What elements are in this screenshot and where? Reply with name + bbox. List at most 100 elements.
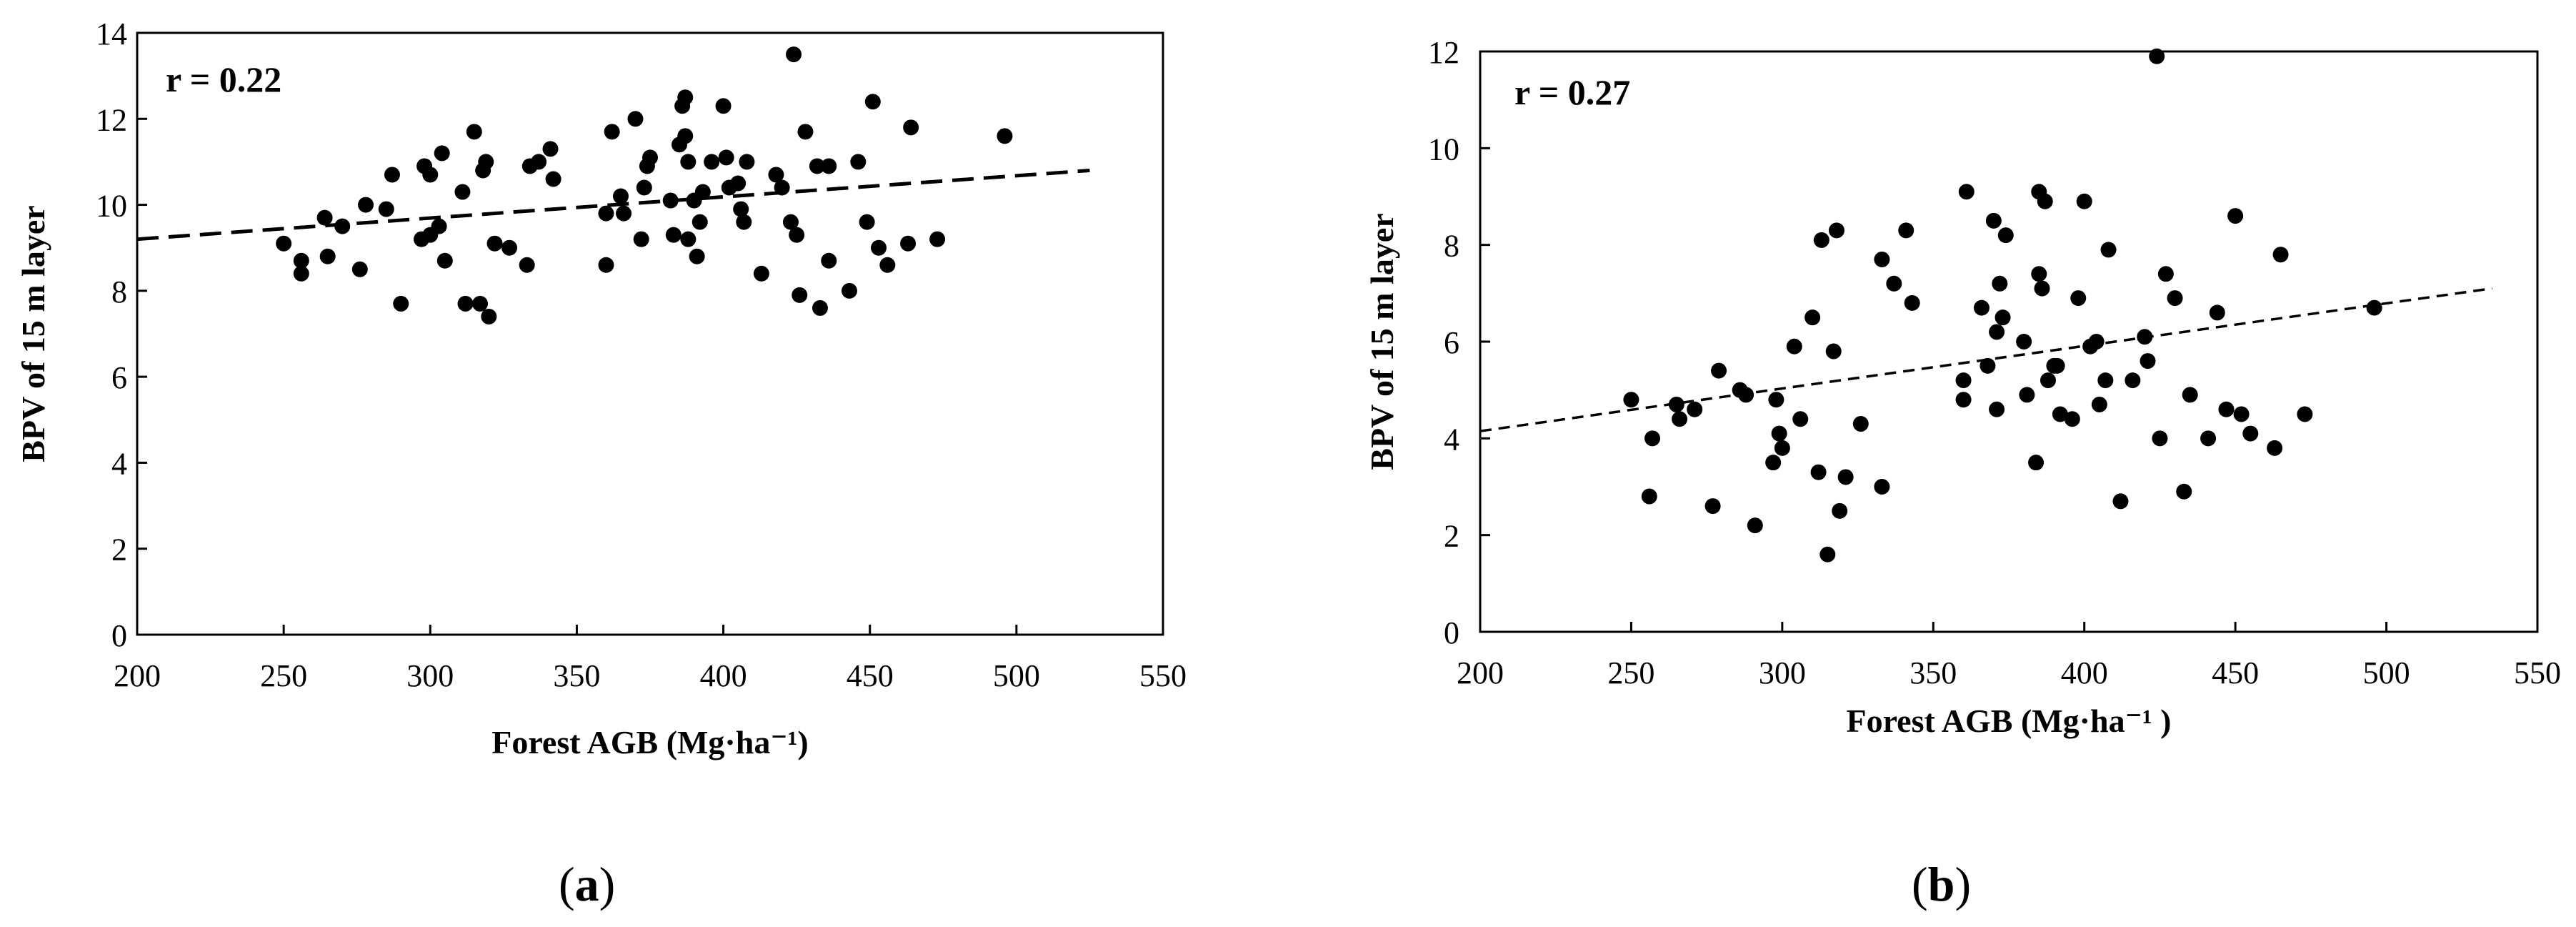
data-point-a <box>319 248 336 264</box>
data-point-b <box>1768 392 1784 408</box>
data-point-b <box>1955 392 1972 408</box>
data-point-a <box>598 257 614 273</box>
caption-a: (a) <box>559 856 615 913</box>
x-axis-label-b: Forest AGB (Mg·ha⁻¹ ) <box>1846 703 2171 739</box>
y-tick-label-b: 8 <box>1444 229 1459 264</box>
plot-frame-a <box>136 31 1164 636</box>
data-point-a <box>472 295 489 312</box>
data-point-a <box>903 119 919 136</box>
r-annotation-b: r = 0.27 <box>1514 72 1630 112</box>
data-point-a <box>715 98 732 114</box>
data-point-b <box>1886 275 1902 292</box>
data-point-b <box>2272 247 2289 263</box>
x-tick-label-b: 350 <box>1909 655 1957 690</box>
x-tick-label-a: 550 <box>1139 658 1187 693</box>
data-point-b <box>2182 387 2198 403</box>
x-tick-label-a: 400 <box>700 658 747 693</box>
y-tick-label-b: 2 <box>1444 519 1459 554</box>
data-point-a <box>662 192 679 209</box>
data-point-a <box>782 214 799 230</box>
y-axis-label-b: BPV of 15 m layer <box>1364 213 1400 470</box>
x-tick-label-b: 300 <box>1759 655 1806 690</box>
plot-frame-b <box>1479 50 2539 633</box>
data-point-a <box>809 158 825 174</box>
x-tick-label-b: 450 <box>2212 655 2259 690</box>
data-point-b <box>1874 251 1890 267</box>
y-tick-label-b: 6 <box>1444 325 1459 360</box>
data-point-b <box>1985 212 2002 229</box>
data-point-a <box>501 239 518 256</box>
y-tick-label-b: 4 <box>1444 422 1459 457</box>
data-point-b <box>1997 227 2014 244</box>
data-point-b <box>2070 290 2087 307</box>
data-point-b <box>1958 184 1975 200</box>
data-point-b <box>1765 455 1782 471</box>
y-axis-label-a: BPV of 15 m layer <box>15 205 51 462</box>
data-point-a <box>792 287 808 303</box>
x-tick-label-a: 300 <box>406 658 454 693</box>
data-point-b <box>2137 329 2153 345</box>
data-point-a <box>478 154 494 170</box>
data-point-b <box>2233 406 2250 422</box>
data-point-a <box>627 111 644 127</box>
data-point-a <box>677 89 694 106</box>
data-point-b <box>2157 266 2174 282</box>
data-point-a <box>665 227 682 243</box>
data-point-a <box>434 145 450 162</box>
data-point-b <box>2297 406 2313 422</box>
y-tick-label-a: 6 <box>111 360 127 395</box>
x-tick-label-b: 400 <box>2061 655 2108 690</box>
data-point-a <box>680 231 697 247</box>
data-point-a <box>457 295 474 312</box>
data-point-a <box>900 235 917 252</box>
x-tick-label-b: 200 <box>1457 655 1504 690</box>
data-point-b <box>2100 242 2117 258</box>
data-point-a <box>633 231 649 247</box>
data-point-b <box>2218 401 2235 417</box>
data-point-b <box>1904 294 1920 311</box>
data-point-b <box>1747 517 1763 534</box>
data-point-a <box>739 154 755 170</box>
data-point-b <box>1774 440 1790 456</box>
y-tick-label-a: 12 <box>96 102 127 137</box>
data-point-b <box>2064 411 2080 427</box>
data-point-b <box>2267 440 2283 456</box>
data-point-a <box>276 235 292 252</box>
data-point-a <box>358 197 374 213</box>
data-point-a <box>689 248 705 264</box>
data-point-a <box>486 235 503 252</box>
data-point-a <box>864 94 881 110</box>
data-point-b <box>1623 392 1639 408</box>
data-point-b <box>1973 299 1990 316</box>
data-point-a <box>753 265 769 282</box>
data-point-a <box>384 167 400 183</box>
data-point-b <box>1810 464 1827 480</box>
data-point-b <box>2140 353 2156 370</box>
data-point-a <box>692 214 708 230</box>
data-point-b <box>2242 425 2259 442</box>
data-point-a <box>859 214 875 230</box>
data-point-b <box>2125 372 2141 389</box>
caption-a-open: ( <box>559 857 575 911</box>
data-point-a <box>545 171 561 187</box>
data-point-b <box>1992 275 2008 292</box>
data-point-a <box>730 175 747 192</box>
data-point-b <box>1825 343 1842 360</box>
x-axis-label-a: Forest AGB (Mg·ha⁻¹) <box>491 724 809 760</box>
x-tick-label-b: 500 <box>2363 655 2410 690</box>
data-point-b <box>2034 280 2050 297</box>
data-point-b <box>1644 430 1661 447</box>
caption-b-letter: b <box>1927 857 1955 911</box>
data-point-b <box>1874 479 1890 495</box>
data-point-a <box>334 218 351 234</box>
data-point-a <box>642 149 658 166</box>
chart-b: 0 2 4 6 8 10 12 200 250 300 350 400 450 500 550 r = 0.2… <box>1364 35 2561 739</box>
data-point-a <box>694 184 711 200</box>
data-point-a <box>879 257 896 273</box>
data-point-a <box>422 167 439 183</box>
data-point-a <box>736 214 752 230</box>
data-point-b <box>1955 372 1972 389</box>
data-point-b <box>1989 324 2005 340</box>
caption-b-open: ( <box>1912 857 1928 911</box>
data-point-a <box>718 149 734 166</box>
